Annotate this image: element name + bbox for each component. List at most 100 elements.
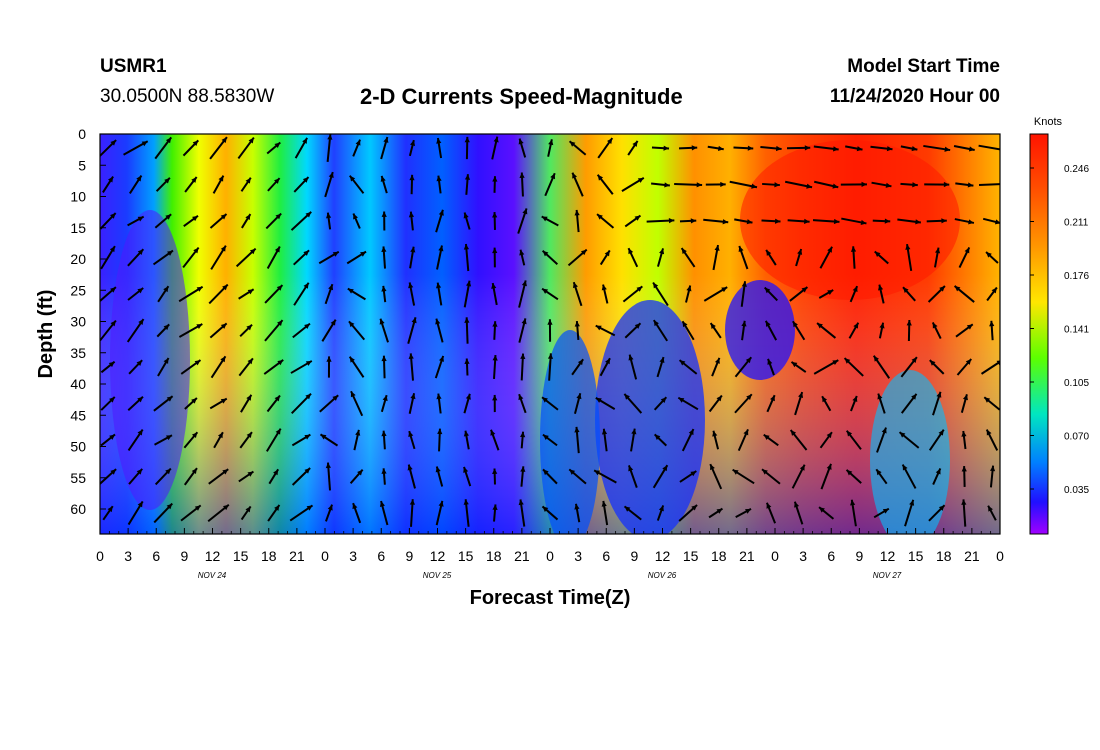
current-arrowhead (164, 177, 170, 184)
current-arrowhead (381, 355, 387, 362)
current-arrowhead (722, 219, 729, 225)
current-arrowhead (163, 324, 170, 331)
x-tick-label: 6 (152, 548, 160, 564)
current-arrowhead (352, 503, 358, 510)
current-arrowhead (798, 392, 804, 399)
current-arrowhead (163, 357, 169, 364)
current-arrowhead (804, 145, 811, 151)
current-arrowhead (348, 321, 355, 328)
current-arrowhead (542, 506, 549, 512)
current-arrowhead (876, 469, 882, 476)
current-arrowhead (165, 468, 171, 475)
x-tick-label: 15 (683, 548, 699, 564)
current-arrowhead (721, 287, 728, 293)
current-arrowhead (492, 176, 498, 182)
current-arrowhead (305, 360, 312, 366)
current-arrowhead (663, 145, 670, 151)
current-arrowhead (194, 360, 201, 366)
y-tick-label: 25 (70, 282, 86, 298)
model-start-value: 11/24/2020 Hour 00 (829, 86, 1000, 107)
current-arrowhead (624, 506, 631, 512)
current-arrowhead (861, 181, 867, 188)
current-arrowhead (408, 282, 414, 289)
current-arrowhead (408, 431, 414, 438)
current-arrowhead (353, 213, 358, 220)
current-arrowhead (911, 393, 917, 400)
y-axis-label: Depth (ft) (35, 290, 57, 379)
current-arrowhead (136, 175, 142, 182)
current-arrowhead (688, 429, 694, 436)
current-arrowhead (218, 175, 224, 182)
current-arrowhead (196, 286, 203, 292)
colorbar-tick-label: 0.176 (1064, 271, 1089, 282)
current-arrowhead (464, 136, 470, 143)
current-arrowhead (217, 432, 223, 439)
x-tick-label: 0 (321, 548, 329, 564)
current-arrowhead (332, 251, 339, 257)
current-arrowhead (381, 211, 387, 217)
current-arrowhead (766, 502, 772, 509)
current-arrowhead (989, 320, 995, 327)
current-arrowhead (935, 468, 941, 475)
x-tick-label: 12 (430, 548, 446, 564)
x-axis-ticks: 0 3 6 9 12 15 18 21 0 3 6 9 12 15 18 21 0 3 6 9 12 15 18 21 0 3 6 9… (96, 528, 1004, 564)
current-arrowhead (245, 506, 251, 513)
current-arrowhead (463, 499, 469, 505)
x-tick-label: 15 (458, 548, 474, 564)
x-tick-label: 0 (546, 548, 554, 564)
date-label: NOV 26 (648, 571, 677, 580)
x-tick-label: 15 (233, 548, 249, 564)
current-arrowhead (874, 251, 881, 257)
x-tick-label: 3 (799, 548, 807, 564)
current-arrowhead (654, 434, 661, 441)
current-arrowhead (326, 356, 332, 362)
current-arrowhead (407, 464, 413, 471)
current-arrowhead (696, 182, 703, 188)
y-tick-label: 15 (70, 220, 86, 236)
current-arrowhead (791, 361, 798, 368)
current-arrowhead (636, 286, 643, 292)
colorbar: Knots 0.246 0.211 0.176 0.141 0.105 0.070 0.03… (1029, 116, 1089, 535)
current-arrowhead (274, 395, 280, 402)
model-start-label: Model Start Time (847, 56, 1000, 77)
current-arrowhead (964, 247, 970, 254)
current-arrowhead (743, 429, 749, 436)
current-arrowhead (304, 323, 310, 330)
current-arrowhead (320, 434, 327, 440)
current-arrowhead (137, 288, 144, 294)
current-arrowhead (550, 173, 556, 180)
current-arrowhead (355, 429, 361, 436)
current-arrowhead (806, 183, 813, 189)
current-arrowhead (826, 432, 832, 439)
current-arrowhead (965, 359, 972, 365)
current-arrowhead (934, 247, 941, 254)
current-arrowhead (766, 249, 772, 256)
current-arrowhead (632, 140, 638, 147)
current-arrowhead (628, 354, 634, 361)
current-arrowhead (572, 172, 578, 179)
current-arrowhead (274, 246, 280, 253)
colorbar-ticks: 0.246 0.211 0.176 0.141 0.105 0.070 0.035 (1030, 164, 1089, 496)
current-arrowhead (463, 244, 470, 250)
colorbar-tick-label: 0.141 (1064, 325, 1089, 336)
current-arrowhead (986, 429, 992, 436)
current-arrowhead (196, 324, 203, 329)
current-arrowhead (437, 428, 443, 435)
current-arrowhead (522, 208, 528, 215)
current-arrowhead (628, 248, 634, 255)
current-arrowhead (193, 247, 199, 254)
current-arrowhead (853, 322, 859, 329)
current-arrowhead (137, 396, 143, 403)
current-arrowhead (915, 219, 921, 225)
current-arrowhead (775, 145, 782, 152)
current-arrowhead (659, 357, 665, 363)
current-arrowhead (691, 505, 698, 511)
y-tick-label: 60 (70, 501, 86, 517)
current-arrowhead (163, 286, 169, 293)
current-arrowhead (137, 249, 144, 255)
current-arrowhead (938, 505, 945, 511)
current-arrowhead (165, 435, 172, 441)
current-arrowhead (274, 504, 280, 511)
x-tick-label: 3 (124, 548, 132, 564)
